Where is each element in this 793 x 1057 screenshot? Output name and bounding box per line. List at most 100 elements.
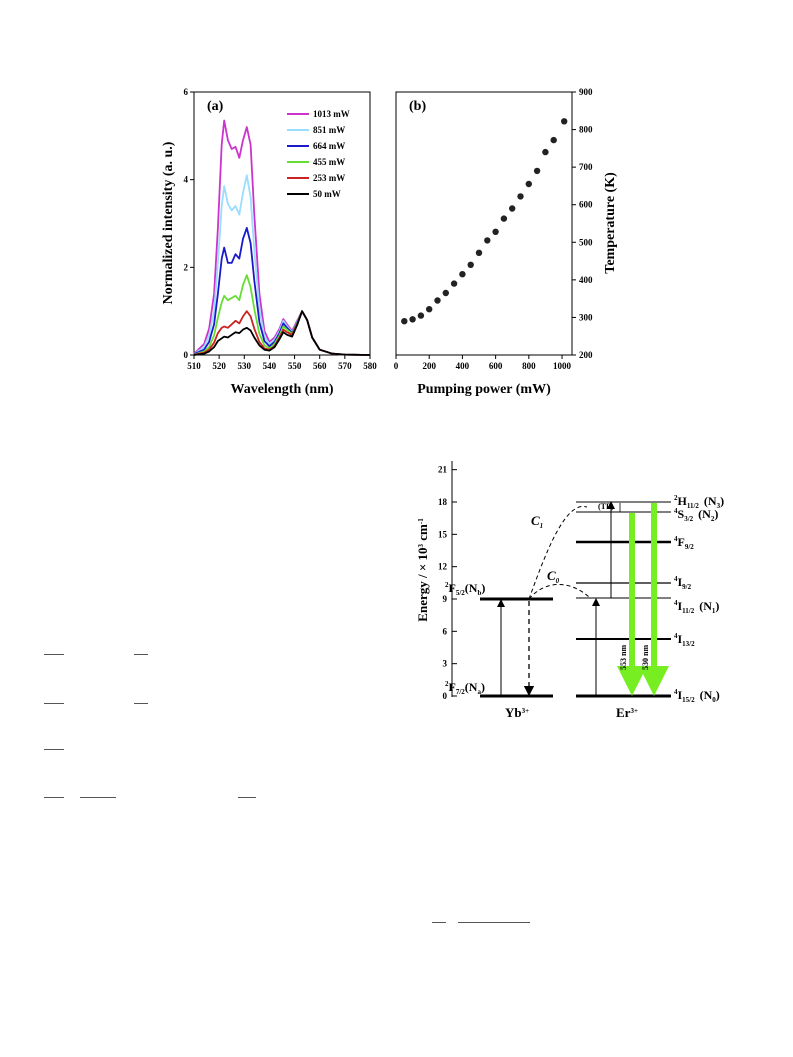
yb-f52-term: 2: [445, 581, 449, 589]
emission-530-label: 530 nm: [641, 645, 650, 670]
energy-axis-label-unit: cm: [415, 524, 430, 544]
legend-entry: 50 mW: [313, 189, 341, 199]
temperature-point: [500, 215, 508, 222]
emission-553-label: 553 nm: [619, 645, 628, 670]
er-ion-charge: 3+: [630, 707, 638, 715]
text-rule-fragment: [44, 703, 64, 704]
er-ion-label: Er3+: [616, 705, 638, 720]
temperature-point: [561, 118, 568, 125]
legend-entry: 664 mW: [313, 141, 345, 151]
text-rule-fragment: [238, 797, 256, 798]
yb-f72-close: ): [481, 680, 485, 694]
energy-tick-label: 21: [438, 465, 448, 475]
temperature-point: [517, 193, 524, 200]
energy-tick-label: 18: [438, 497, 448, 507]
temperature-point: [492, 228, 499, 235]
c1-transfer-curve: [528, 506, 588, 600]
panel-b-x-axis-label: Pumping power (mW): [417, 382, 551, 397]
er-level-label: 4I11/2 (N1): [674, 599, 719, 615]
panel-a-x-tick-label: 580: [363, 361, 377, 371]
c1-sub: 1: [540, 522, 544, 530]
legend-entry: 253 mW: [313, 173, 345, 183]
panel-a-x-tick-label: 520: [212, 361, 226, 371]
temperature-point: [401, 318, 408, 325]
yb-f72-sub: 7/2: [456, 688, 465, 696]
legend-entry: 851 mW: [313, 125, 345, 135]
text-rule-fragment: [44, 749, 64, 750]
legend-entry: 455 mW: [313, 157, 345, 167]
spectra-temperature-figure: 0 2 4 6 510 520 530 540 550 560 570 580 (a) Wavele…: [161, 87, 618, 397]
yb-ion-charge: 3+: [522, 707, 530, 715]
yb-f52-sub: 5/2: [456, 589, 465, 597]
panel-b-y-tick-label: 800: [579, 125, 593, 135]
yb-f72-term: 2: [445, 680, 449, 688]
er-level-label: 4I13/2: [674, 632, 695, 648]
yb-f72-level-label: 2F7/2(Na): [445, 680, 485, 696]
text-rule-fragment: [44, 654, 64, 655]
temperature-point: [434, 297, 441, 304]
c0-transfer-curve: [528, 584, 590, 600]
energy-tick-label: 12: [438, 562, 448, 572]
text-rule-fragment: [458, 922, 530, 923]
temperature-point: [484, 237, 491, 244]
c1-label: C1: [531, 513, 543, 530]
panel-b-frame: [395, 91, 573, 356]
panel-b-x-tick-label: 1000: [553, 361, 572, 371]
energy-tick-label: 3: [443, 659, 448, 669]
panel-a-y-tick-label: 6: [184, 87, 189, 97]
temperature-point: [409, 316, 416, 323]
text-rule-fragment: [80, 797, 116, 798]
energy-tick-label: 15: [438, 529, 448, 539]
energy-tick-label: 6: [443, 626, 448, 636]
energy-axis-label: Energy / × 103 cm-1: [415, 518, 430, 622]
panel-b-x-tick-label: 200: [422, 361, 436, 371]
temperature-point: [417, 312, 425, 319]
yb-f52-pop-sub: b: [477, 589, 481, 597]
yb-f72-pop-sub: a: [477, 688, 481, 696]
er-level-label: 4S3/2 (N2): [674, 507, 718, 523]
temperature-point: [550, 136, 557, 144]
spectrum-line: [193, 310, 371, 356]
yb-f52-close: ): [481, 581, 485, 595]
yb-f72-name: F: [449, 680, 456, 694]
spectrum-line: [193, 274, 371, 356]
energy-axis-label-main: Energy / × 10: [415, 547, 430, 621]
panel-a-x-axis-label: Wavelength (nm): [230, 382, 333, 397]
text-rule-fragment: [134, 654, 148, 655]
tp-label: (TP): [598, 502, 614, 511]
temperature-point: [426, 306, 433, 313]
text-rule-fragment: [432, 922, 446, 923]
er-level-label: 2H11/2 (N3): [674, 494, 724, 510]
panel-b-x-tick-label: 0: [394, 361, 399, 371]
energy-tick-label: 0: [443, 691, 448, 701]
temperature-point: [450, 280, 458, 287]
panel-b-y-tick-label: 300: [579, 312, 593, 322]
c1-letter: C: [531, 513, 540, 528]
energy-tick-label: 9: [443, 594, 448, 604]
energy-axis-label-unit-power: -1: [417, 518, 425, 524]
panel-a-y-tick-label: 4: [184, 175, 189, 185]
er-level-label: 4F9/2: [674, 535, 694, 551]
panel-b-y-tick-label: 900: [579, 87, 593, 97]
panel-b-x-tick-label: 400: [456, 361, 470, 371]
panel-b-x-tick-label: 600: [489, 361, 503, 371]
temperature-point: [533, 167, 541, 175]
temperature-point: [467, 261, 474, 268]
panel-a-x-tick-label: 530: [238, 361, 252, 371]
temperature-point: [525, 180, 532, 188]
yb-ion-label: Yb3+: [505, 705, 529, 720]
temperature-point: [542, 148, 549, 156]
panel-a-x-tick-label: 550: [288, 361, 302, 371]
c0-letter: C: [547, 568, 556, 583]
panel-b-y-tick-label: 600: [579, 200, 593, 210]
panel-a-frame: [193, 91, 371, 356]
panel-a-x-tick-label: 560: [313, 361, 327, 371]
panel-a-x-tick-label: 570: [338, 361, 352, 371]
panel-a-x-tick-label: 510: [187, 361, 201, 371]
er-level-label: 4I15/2 (N0): [674, 688, 720, 704]
text-rule-fragment: [134, 703, 148, 704]
panel-b-y-axis-label: Temperature (K): [603, 172, 618, 274]
temperature-point: [509, 205, 516, 212]
panel-a-x-tick-label: 540: [263, 361, 277, 371]
er-ion-name: Er: [616, 705, 631, 720]
